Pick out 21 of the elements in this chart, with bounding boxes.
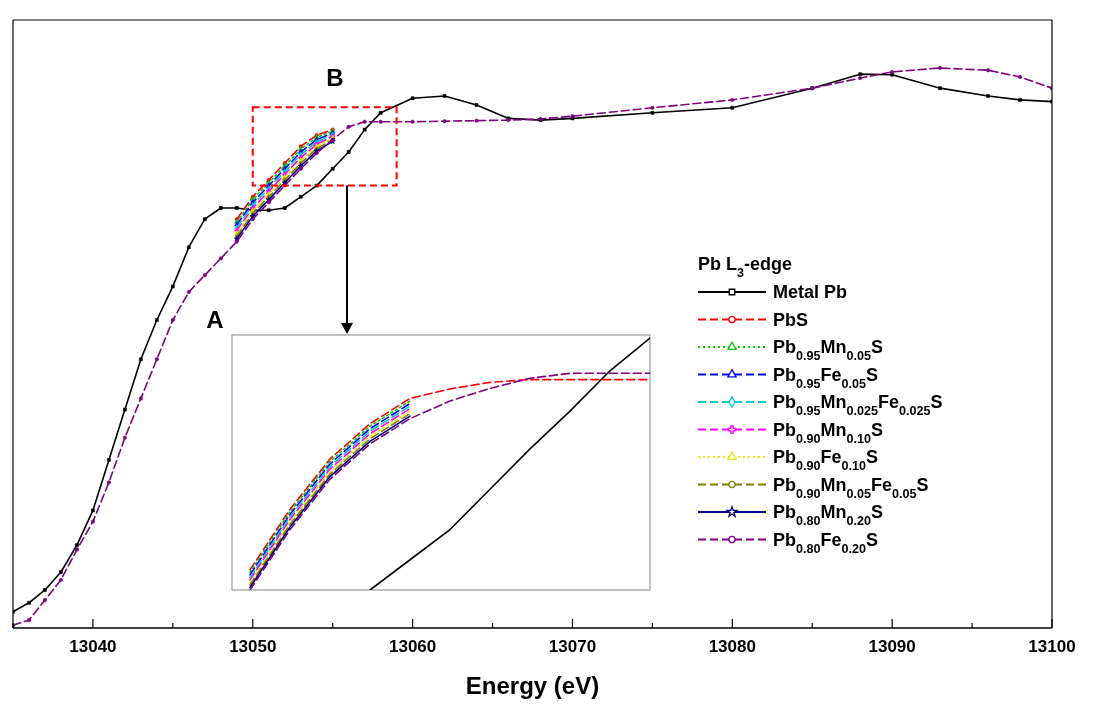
legend-label: Pb$_{0.80}$Mn$_{0.20}$S (773, 502, 884, 528)
x-tick-label: 13080 (708, 637, 756, 656)
legend-label: Pb$_{0.95}$Mn$_{0.025}$Fe$_{0.025}$S (773, 392, 943, 418)
x-tick-label: 13050 (229, 637, 277, 656)
x-tick-label: 13090 (868, 637, 916, 656)
x-tick-label: 13060 (388, 637, 437, 656)
annotation: B (326, 64, 344, 91)
legend-label: Pb$_{0.90}$Mn$_{0.05}$Fe$_{0.05}$S (773, 474, 929, 501)
legend-label: Metal Pb (773, 282, 848, 302)
legend-label: PbS (773, 309, 809, 330)
legend-label: Pb$_{0.95}$Mn$_{0.05}$S (773, 337, 884, 363)
x-tick-label: 13040 (69, 637, 117, 656)
annotation: A (206, 306, 224, 333)
legend-label: Pb$_{0.90}$Fe$_{0.10}$S (773, 447, 879, 473)
x-axis-title: Energy (eV) (465, 672, 600, 699)
legend-label: Pb$_{0.90}$Mn$_{0.10}$S (773, 419, 884, 446)
x-tick-label: 13100 (1028, 637, 1076, 656)
legend-label: Pb$_{0.80}$Fe$_{0.20}$S (773, 529, 879, 556)
legend-title: Pb L$_{3}$-edge (698, 254, 793, 280)
legend-label: Pb$_{0.95}$Fe$_{0.05}$S (773, 364, 879, 391)
x-tick-label: 13070 (548, 637, 597, 656)
